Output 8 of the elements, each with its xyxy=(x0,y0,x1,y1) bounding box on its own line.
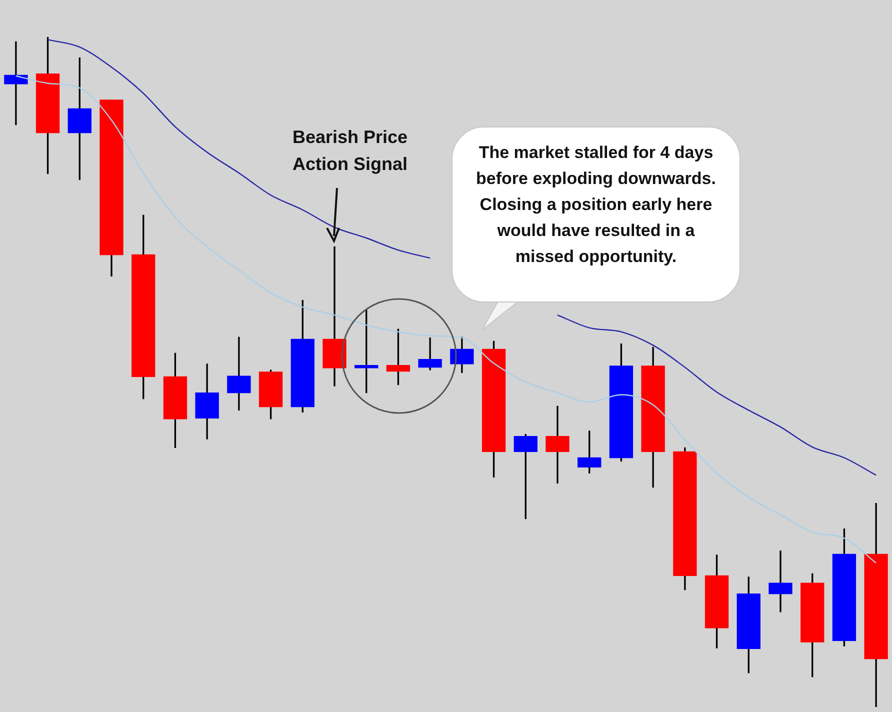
candlestick xyxy=(4,41,28,126)
candlestick xyxy=(546,406,570,484)
annotation: The market stalled for 4 days before exploding downwards. Closing a position early here would have resulted in a missed opportunity. xyxy=(475,142,717,268)
candlestick xyxy=(322,246,346,386)
candlestick xyxy=(768,550,792,612)
candlestick xyxy=(227,336,251,411)
candlestick xyxy=(418,338,442,370)
annotation: Bearish Price Action Signal xyxy=(291,126,409,176)
